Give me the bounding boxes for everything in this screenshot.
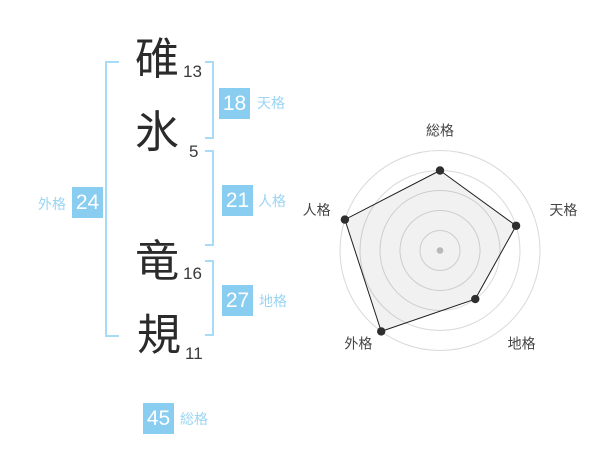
chikaku-label: 地格 [259, 293, 287, 309]
radar-axis-label: 外格 [344, 336, 372, 352]
radar-ring [419, 230, 461, 271]
name-char-2: 氷 [135, 108, 179, 157]
gaikaku-bracket [105, 61, 119, 337]
tenkaku-bracket [205, 61, 214, 139]
chikaku-bracket [205, 260, 214, 336]
soukaku-badge: 45 [143, 403, 174, 434]
name-char-3: 竜 [135, 237, 179, 286]
stroke-count-1: 13 [183, 62, 202, 81]
radar-axis-label: 人格 [303, 202, 331, 218]
name-char-1: 碓 [135, 35, 179, 84]
gaikaku-label: 外格 [38, 196, 66, 212]
radar-ring [379, 190, 501, 311]
jinkaku-badge: 21 [222, 185, 253, 216]
tenkaku-label: 天格 [257, 95, 285, 111]
stroke-count-4: 11 [185, 344, 203, 363]
jinkaku-bracket [205, 150, 214, 246]
radar-axis-label: 天格 [549, 202, 577, 218]
radar-polygon [344, 169, 517, 333]
gaikaku-badge: 24 [72, 187, 103, 218]
radar-ring [399, 210, 481, 291]
radar-point [511, 221, 521, 230]
radar-center-dot [436, 247, 444, 254]
radar-axis-label: 総格 [426, 123, 454, 139]
radar-point [471, 294, 480, 304]
tenkaku-badge: 18 [219, 88, 250, 119]
radar-point [377, 327, 386, 336]
jinkaku-label: 人格 [258, 193, 286, 209]
radar-ring [339, 150, 541, 351]
soukaku-label: 総格 [180, 411, 208, 427]
radar-axis-label: 地格 [508, 336, 536, 352]
stroke-count-2: 5 [189, 142, 199, 161]
radar-point [340, 215, 350, 224]
stroke-count-3: 16 [183, 264, 202, 283]
radar-point [435, 166, 445, 175]
chikaku-badge: 27 [222, 285, 253, 316]
name-char-4: 規 [137, 311, 181, 360]
